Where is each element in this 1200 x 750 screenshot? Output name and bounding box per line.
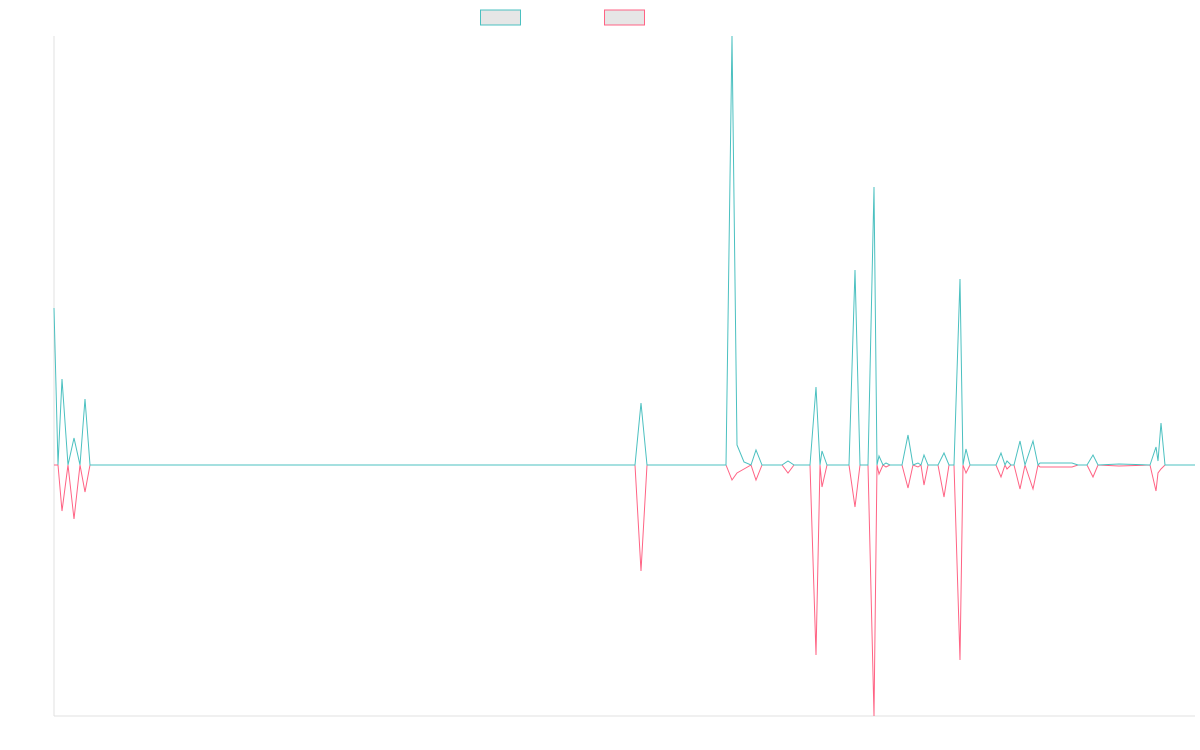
line-series	[54, 463, 1195, 717]
legend-swatch	[480, 9, 521, 26]
line-series	[53, 35, 1195, 467]
legend-swatch	[604, 9, 645, 26]
